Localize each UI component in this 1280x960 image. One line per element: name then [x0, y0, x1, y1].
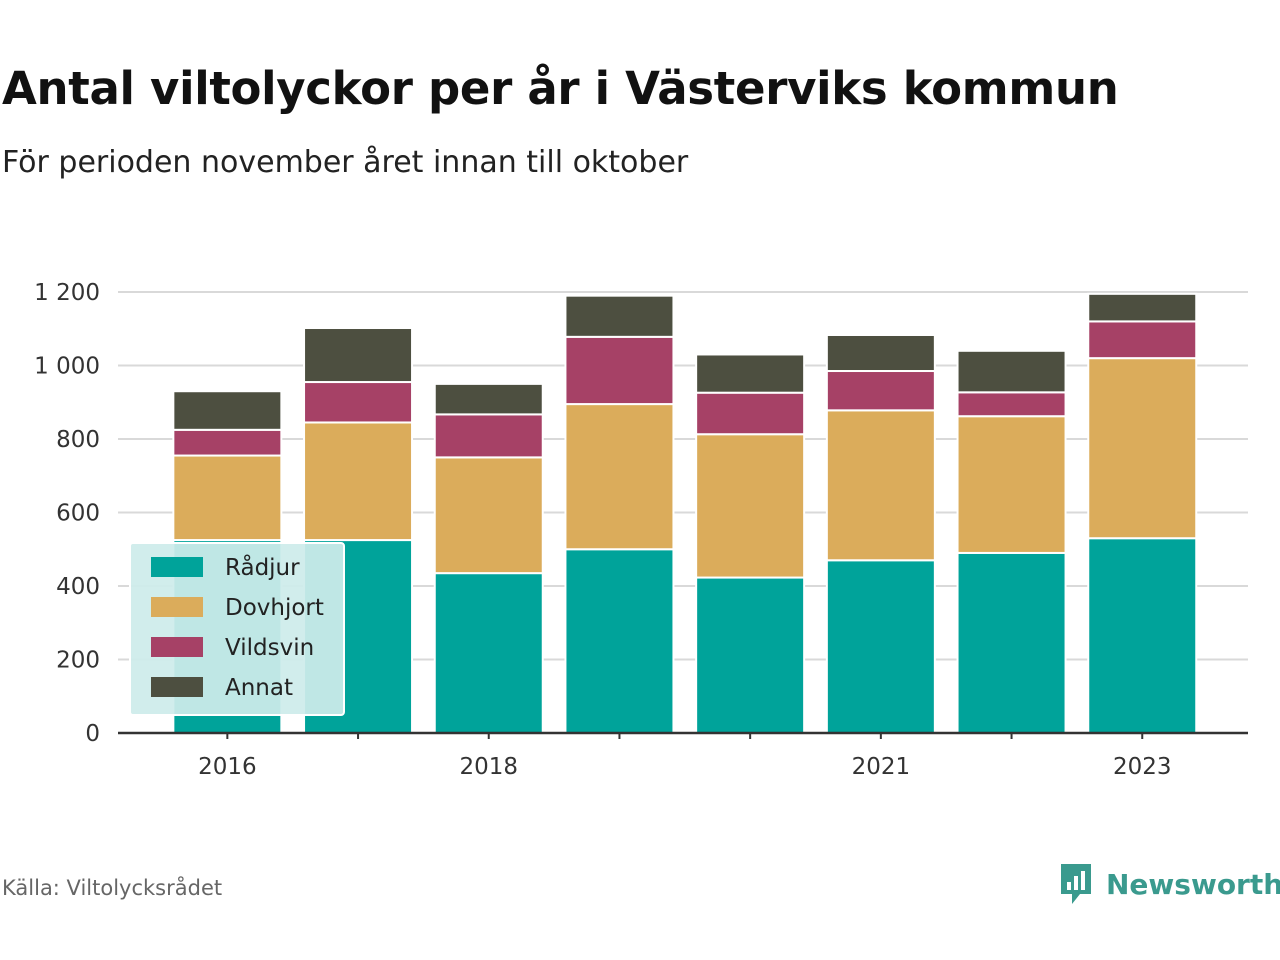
x-tick-label: 2023: [1113, 754, 1172, 780]
bar-segment: [1087, 537, 1198, 734]
newsworthy-logo-icon: [1061, 864, 1091, 904]
bar-segment: [172, 454, 283, 542]
brand-logo[interactable]: Newsworthy: [1058, 860, 1280, 908]
legend-swatch: [151, 637, 203, 657]
legend-label: Rådjur: [225, 553, 300, 581]
bar-segment: [695, 433, 806, 579]
x-axis-ticks: 2016 2018 2021 2023: [198, 733, 1172, 780]
bar-segment: [172, 390, 283, 431]
bar-segment: [956, 415, 1067, 554]
y-tick-label: 400: [56, 574, 100, 600]
bar-segment: [1087, 320, 1198, 360]
y-tick-label: 1 200: [34, 280, 100, 306]
legend-box: [129, 542, 345, 716]
y-tick-label: 1 000: [34, 354, 100, 380]
x-tick-label: 2021: [852, 754, 911, 780]
x-tick-label: 2016: [198, 754, 257, 780]
legend-label: Annat: [225, 675, 293, 701]
bar-segment: [956, 551, 1067, 734]
bar-segment: [695, 391, 806, 436]
bar-segment: [564, 294, 675, 338]
legend-swatch: [151, 677, 203, 697]
legend-swatch: [151, 557, 203, 577]
y-tick-label: 200: [56, 648, 100, 674]
bar-segment: [564, 548, 675, 734]
bar-segment: [956, 349, 1067, 394]
legend-label: Vildsvin: [225, 635, 314, 661]
bar-segment: [303, 327, 414, 384]
y-tick-label: 0: [85, 721, 100, 747]
bar-segment: [825, 559, 936, 735]
bar-segment: [695, 353, 806, 394]
y-axis-ticks: 0 200 400 600 800 1 000 1 200: [34, 280, 100, 747]
legend[interactable]: Rådjur Dovhjort Vildsvin Annat: [129, 542, 345, 716]
y-tick-label: 800: [56, 427, 100, 453]
brand-name: Newsworthy: [1106, 867, 1280, 901]
bar-segment: [564, 403, 675, 551]
bar-segment: [433, 382, 544, 416]
bar-segment: [303, 421, 414, 542]
y-tick-label: 600: [56, 501, 100, 527]
bar-segment: [433, 456, 544, 575]
bar-segment: [1087, 292, 1198, 323]
bar-segment: [303, 381, 414, 424]
bar-segment: [825, 333, 936, 373]
legend-swatch: [151, 597, 203, 617]
legend-label: Dovhjort: [225, 595, 324, 621]
bar-segment: [825, 409, 936, 562]
chart-subtitle: För perioden november året innan till ok…: [2, 145, 689, 180]
bar-segment: [1087, 357, 1198, 540]
source-note: Källa: Viltolycksrådet: [2, 876, 223, 900]
bar-segment: [695, 576, 806, 734]
bar-segment: [433, 572, 544, 735]
chart-title: Antal viltolyckor per år i Västerviks ko…: [2, 62, 1119, 115]
bar-segment: [956, 391, 1067, 418]
bar-segment: [825, 370, 936, 412]
bar-segment: [172, 428, 283, 457]
x-tick-label: 2018: [459, 754, 518, 780]
bar-segment: [564, 335, 675, 406]
bar-segment: [433, 413, 544, 459]
